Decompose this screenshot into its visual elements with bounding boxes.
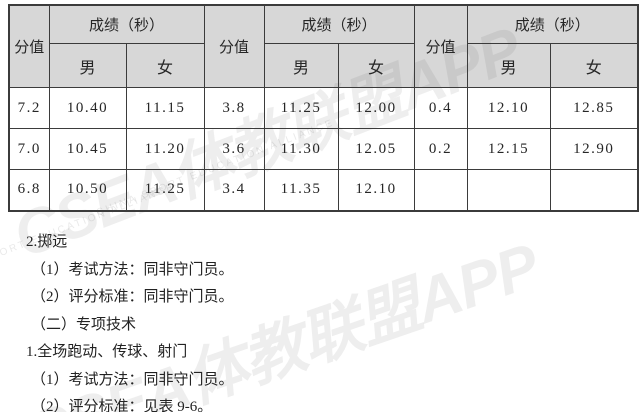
cell-female-time: 12.00	[337, 87, 415, 129]
header-female-1: 女	[125, 43, 205, 88]
note-line: 1.全场跑动、传球、射门	[26, 344, 188, 360]
cell-male-time: 11.25	[263, 87, 339, 129]
header-result-2: 成绩（秒）	[263, 4, 415, 44]
header-male-2: 男	[263, 43, 339, 88]
note-line: （1）考试方法：同非守门员。	[31, 371, 234, 388]
note-line: （2）评分标准：见表 9-6。	[31, 399, 213, 412]
cell-male-time: 10.45	[48, 128, 127, 170]
cell-score: 3.6	[203, 128, 265, 170]
cell-score: 7.0	[8, 128, 50, 170]
header-result-1: 成绩（秒）	[48, 4, 205, 44]
cell-female-time: 12.10	[337, 169, 415, 211]
cell-score: 0.4	[413, 87, 468, 129]
note-line: （2）评分标准：同非守门员。	[31, 289, 234, 305]
note-line: （1）考试方法：同非守门员。	[31, 261, 234, 278]
cell-score: 3.4	[203, 169, 265, 211]
header-score-2: 分值	[203, 4, 265, 88]
cell-male-time: 11.35	[263, 169, 339, 211]
cell-female-time: 12.85	[549, 87, 639, 129]
cell-score: 3.8	[203, 87, 265, 129]
cell-female-time	[549, 169, 639, 211]
cell-male-time: 12.15	[466, 128, 551, 170]
cell-female-time: 11.25	[125, 169, 205, 211]
cell-male-time: 11.30	[263, 128, 339, 170]
header-male-3: 男	[466, 43, 551, 88]
note-line: 2.掷远	[26, 234, 68, 250]
cell-female-time: 11.20	[125, 128, 205, 170]
cell-score: 6.8	[8, 169, 50, 211]
header-female-3: 女	[549, 43, 639, 88]
cell-score: 7.2	[8, 87, 50, 129]
note-line: （二）专项技术	[31, 316, 137, 333]
score-table: 分值 成绩（秒） 分值 成绩（秒） 分值 成绩（秒） 男 女 男 女 男 女 7…	[8, 4, 640, 212]
cell-score	[413, 169, 468, 211]
header-result-3: 成绩（秒）	[466, 4, 639, 44]
notes-section: 2.掷远 （1）考试方法：同非守门员。 （2）评分标准：同非守门员。 （二）专项…	[0, 229, 641, 412]
cell-male-time	[466, 169, 551, 211]
cell-score: 0.2	[413, 128, 468, 170]
cell-male-time: 12.10	[466, 87, 551, 129]
table-row: 6.8 10.50 11.25 3.4 11.35 12.10	[8, 169, 639, 211]
cell-female-time: 11.15	[125, 87, 205, 129]
cell-female-time: 12.05	[337, 128, 415, 170]
table-row: 7.0 10.45 11.20 3.6 11.30 12.05 0.2 12.1…	[8, 128, 639, 170]
cell-male-time: 10.40	[48, 87, 127, 129]
table-row: 7.2 10.40 11.15 3.8 11.25 12.00 0.4 12.1…	[8, 87, 639, 129]
header-male-1: 男	[48, 43, 127, 88]
header-female-2: 女	[337, 43, 415, 88]
header-score-3: 分值	[413, 4, 468, 88]
cell-female-time: 12.90	[549, 128, 639, 170]
cell-male-time: 10.50	[48, 169, 127, 211]
header-score-1: 分值	[8, 4, 50, 88]
